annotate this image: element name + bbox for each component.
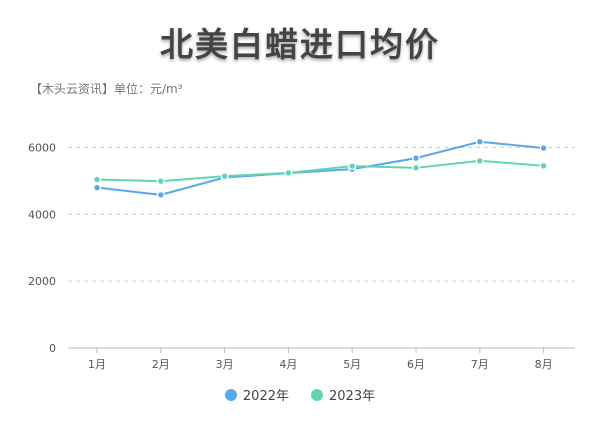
legend-item-2023[interactable]: 2023年 [311,385,375,404]
y-tick-label-2000: 2000 [28,275,56,288]
point-2023年-2月 [156,177,165,186]
point-2022年-6月 [412,154,420,163]
point-2023年-4月 [284,168,293,177]
chart-title: 北美白蜡进口均价 [160,25,440,64]
point-2022年-8月 [539,144,548,152]
y-tick-label-0: 0 [49,342,56,355]
point-2023年-6月 [412,163,420,172]
y-tick-label-6000: 6000 [28,141,56,154]
legend-item-2022[interactable]: 2022年 [224,385,289,404]
point-2023年-7月 [475,156,484,165]
point-2023年-3月 [220,172,229,181]
point-2022年-1月 [93,183,101,192]
x-tick-label-4: 4月 [279,358,297,371]
point-2023年-1月 [93,175,101,184]
x-tick-label-3: 3月 [216,358,234,371]
series-line-2023年 [96,159,544,183]
x-tick-label-5: 5月 [343,358,361,371]
y-tick-label-4000: 4000 [28,208,56,221]
x-tick-label-2: 2月 [152,358,170,371]
point-2022年-7月 [475,137,484,146]
x-tick-label-7: 7月 [471,358,489,371]
x-tick-label-8: 8月 [535,358,553,371]
point-2023年-8月 [539,161,548,170]
legend: 2022年 2023年 [0,385,600,404]
point-2022年-2月 [156,190,165,199]
legend-label-2023: 2023年 [329,389,376,404]
x-tick-label-1: 1月 [88,358,106,371]
legend-dot-2023 [311,388,323,401]
point-2023年-5月 [348,162,357,171]
legend-label-2022: 2022年 [242,389,289,404]
x-tick-label-6: 6月 [407,358,425,371]
legend-dot-2022 [224,388,237,401]
series-line-2022年 [96,140,544,196]
chart-subtitle: 【木头云资讯】单位：元/m³ [30,82,183,96]
